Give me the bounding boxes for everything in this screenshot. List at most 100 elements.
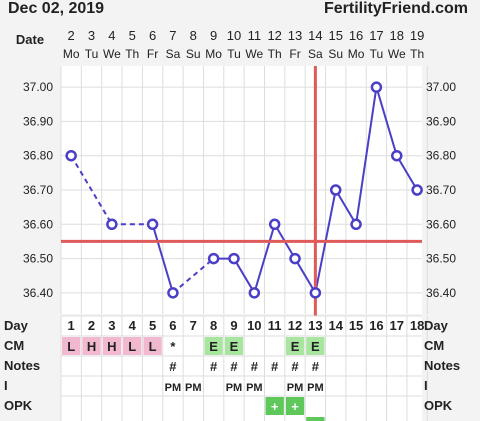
intercourse-marker: PM: [246, 382, 263, 394]
weekday-label: We: [388, 47, 406, 61]
cm-cell[interactable]: [204, 337, 223, 355]
cm-value: L: [128, 339, 136, 354]
temperature-point[interactable]: [106, 218, 118, 231]
data-table: [61, 316, 422, 421]
cm-cell[interactable]: [62, 337, 81, 355]
notes-marker: #: [271, 359, 279, 374]
weekday-label: Tu: [370, 47, 384, 61]
temperature-line-segment: [233, 258, 256, 294]
temperature-line-segment: [375, 86, 398, 156]
temperature-point[interactable]: [370, 81, 383, 93]
temperature-point[interactable]: [289, 252, 301, 265]
cycle-day-label: 1: [68, 318, 75, 333]
weekday-label: Tu: [227, 47, 241, 61]
date-tick-label: 13: [288, 28, 302, 43]
opk-value: +: [271, 399, 279, 414]
date-tick-label: 10: [227, 28, 241, 43]
row-label-left: Notes: [4, 358, 40, 373]
row-label-right: Day: [424, 318, 449, 333]
row-label-right: CM: [424, 338, 444, 353]
site-name: FertilityFriend.com: [323, 0, 468, 17]
temperature-point[interactable]: [329, 184, 342, 196]
weekday-label: Mo: [348, 47, 365, 61]
temperature-point[interactable]: [309, 287, 322, 299]
opk-cell[interactable]: [265, 397, 284, 415]
temperature-point[interactable]: [167, 287, 179, 299]
cm-cell[interactable]: [224, 337, 244, 355]
cm-cell[interactable]: [102, 337, 122, 355]
cycle-day-label: 9: [230, 318, 237, 333]
y-tick-label-left: 36.40: [23, 286, 53, 300]
intercourse-marker: PM: [165, 382, 182, 394]
next-row-cell: [306, 417, 325, 421]
weekday-label: Mo: [63, 47, 80, 61]
cm-cell[interactable]: [306, 337, 325, 355]
opk-value: +: [291, 399, 299, 414]
cycle-day-label: 4: [129, 318, 137, 333]
y-tick-label-right: 36.40: [426, 286, 456, 300]
cycle-day-label: 8: [210, 318, 217, 333]
cycle-day-label: 3: [108, 318, 115, 333]
row-label-left: I: [4, 378, 8, 393]
cm-value: L: [149, 339, 157, 354]
cm-cell[interactable]: [82, 337, 101, 355]
cycle-day-label: 10: [247, 318, 261, 333]
date-tick-label: 6: [149, 28, 156, 43]
row-label-right: I: [424, 378, 428, 393]
notes-marker: #: [291, 359, 299, 374]
cycle-day-label: 11: [268, 318, 282, 333]
cycle-day-label: 18: [410, 318, 424, 333]
notes-marker: #: [169, 359, 177, 374]
y-tick-label-left: 36.50: [23, 252, 53, 266]
cycle-day-label: 6: [169, 318, 176, 333]
temperature-point[interactable]: [391, 149, 403, 162]
weekday-label: Tu: [85, 47, 99, 61]
weekday-label: Su: [328, 47, 343, 61]
cm-cell[interactable]: [143, 337, 162, 355]
temperature-point[interactable]: [207, 252, 220, 265]
temperature-line-segment: [355, 86, 378, 225]
cm-value: H: [87, 339, 96, 354]
date-tick-label: 3: [88, 28, 95, 43]
temperature-point[interactable]: [65, 149, 77, 162]
cm-value: E: [209, 339, 218, 354]
temperature-line-segment: [294, 258, 317, 294]
date-tick-label: 18: [390, 28, 404, 43]
temperature-point[interactable]: [146, 218, 159, 231]
weekday-label: Mo: [205, 47, 222, 61]
notes-marker: #: [230, 359, 238, 374]
y-tick-label-left: 36.80: [23, 149, 53, 163]
y-tick-label-right: 36.70: [426, 183, 456, 197]
date-tick-label: 9: [210, 28, 217, 43]
cm-cell[interactable]: [285, 337, 305, 355]
cycle-day-label: 13: [308, 318, 322, 333]
temperature-point[interactable]: [248, 287, 261, 299]
cycle-day-label: 12: [288, 318, 302, 333]
temperature-point[interactable]: [411, 184, 423, 196]
date-tick-label: 17: [369, 28, 383, 43]
temperature-line-segment: [151, 224, 174, 294]
row-label-left: Day: [4, 318, 29, 333]
y-tick-label-left: 37.00: [23, 80, 53, 94]
date-row-label: Date: [16, 32, 44, 47]
temperature-point[interactable]: [228, 252, 240, 265]
weekday-label: Th: [410, 47, 424, 61]
date-tick-label: 15: [328, 28, 342, 43]
temperature-point[interactable]: [350, 218, 362, 231]
cm-value: E: [311, 339, 320, 354]
notes-marker: #: [251, 359, 259, 374]
intercourse-marker: PM: [226, 382, 243, 394]
date-tick-label: 12: [267, 28, 281, 43]
cycle-day-label: 7: [190, 318, 197, 333]
date-tick-label: 14: [308, 28, 322, 43]
date-tick-label: 19: [410, 28, 424, 43]
intercourse-marker: PM: [185, 382, 202, 394]
intercourse-marker: PM: [287, 382, 304, 394]
cm-cell[interactable]: [123, 337, 142, 355]
opk-cell[interactable]: [285, 397, 305, 415]
date-tick-label: 7: [169, 28, 176, 43]
date-tick-label: 8: [190, 28, 197, 43]
temperature-point[interactable]: [268, 218, 281, 231]
y-tick-label-left: 36.60: [23, 217, 53, 231]
